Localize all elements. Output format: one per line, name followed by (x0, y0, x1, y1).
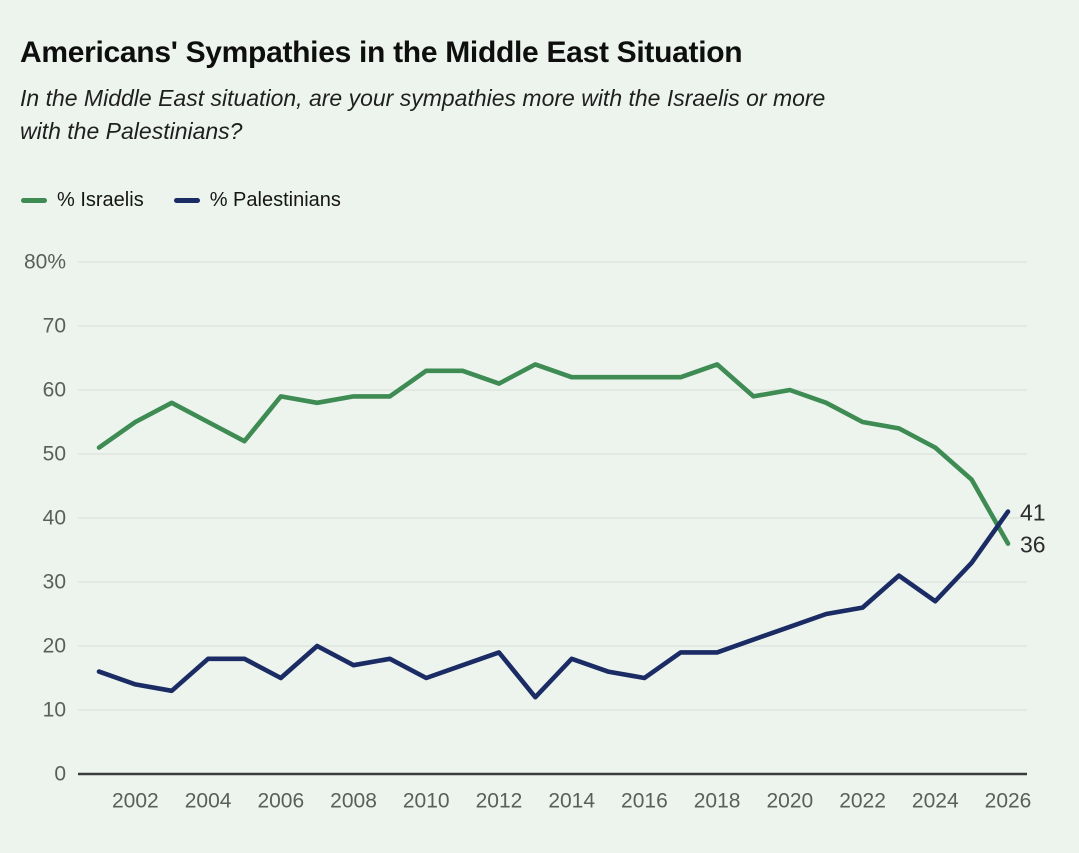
chart-legend: % Israelis % Palestinians (21, 189, 341, 212)
x-tick-label: 2008 (330, 790, 377, 813)
chart-title: Americans' Sympathies in the Middle East… (20, 36, 743, 69)
chart-subtitle: In the Middle East situation, are your s… (20, 82, 825, 148)
x-tick-label: 2004 (185, 790, 232, 813)
x-tick-label: 2014 (548, 790, 595, 813)
israelis-line-swatch (21, 198, 47, 203)
y-tick-label: 20 (43, 635, 66, 658)
y-tick-label: 40 (43, 507, 66, 530)
legend-label-palestinians: % Palestinians (209, 189, 341, 211)
y-tick-label: 50 (43, 443, 66, 466)
end-value-label: 41 (1020, 500, 1046, 526)
legend-label-israelis: % Israelis (57, 189, 144, 211)
x-tick-label: 2002 (112, 790, 159, 813)
x-tick-label: 2024 (912, 790, 959, 813)
x-tick-label: 2026 (985, 790, 1032, 813)
palestinians-line-swatch (173, 198, 200, 203)
chart-subtitle-line1: In the Middle East situation, are your s… (20, 85, 826, 111)
y-tick-label: 70 (43, 315, 66, 338)
end-value-label: 36 (1020, 532, 1046, 558)
chart-subtitle-line2: with the Palestinians? (20, 118, 243, 144)
x-tick-label: 2018 (694, 790, 741, 813)
y-tick-label: 80% (24, 251, 66, 274)
x-tick-label: 2016 (621, 790, 668, 813)
x-tick-label: 2012 (476, 790, 523, 813)
x-tick-label: 2020 (766, 790, 813, 813)
x-tick-label: 2022 (839, 790, 886, 813)
legend-item-israelis: % Israelis (21, 189, 144, 212)
x-tick-label: 2010 (403, 790, 450, 813)
series-line-israelis (96, 362, 1011, 546)
legend-item-palestinians: % Palestinians (173, 189, 341, 212)
y-tick-label: 30 (43, 571, 66, 594)
y-tick-label: 0 (54, 763, 66, 786)
series-line-palestinians (96, 509, 1011, 700)
y-tick-label: 60 (43, 379, 66, 402)
x-tick-label: 2006 (257, 790, 304, 813)
y-tick-label: 10 (43, 699, 66, 722)
